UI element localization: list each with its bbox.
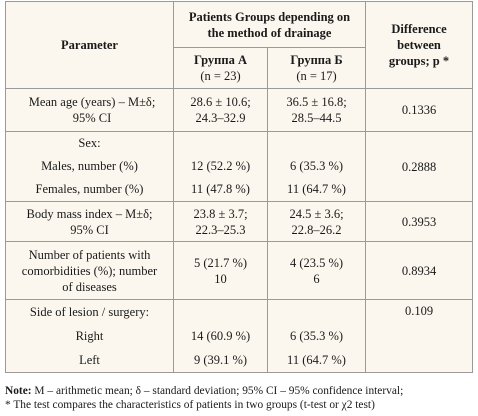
- table-notes: Note: M – arithmetic mean; δ – standard …: [5, 384, 475, 412]
- comorb-b-patients: 4 (23.5 %): [289, 255, 344, 270]
- side-label: Side of lesion / surgery:: [29, 305, 150, 319]
- table-row-side: Side of lesion / surgery: Right Left 14 …: [5, 299, 473, 373]
- table-row-comorbidities: Number of patients with comorbidities (%…: [5, 241, 473, 300]
- side-group-a: 14 (60.9 %) 9 (39.1 %): [173, 299, 268, 373]
- left-label: Left: [79, 353, 100, 367]
- age-a-ci: 24.3–32.9: [195, 111, 246, 125]
- age-group-b: 36.5 ± 16.8; 28.5–44.5: [267, 88, 366, 132]
- right-a: 14 (60.9 %): [190, 329, 251, 343]
- age-a-mean: 28.6 ± 10.6;: [190, 95, 251, 109]
- comorb-p-value: 0.8934: [365, 241, 473, 300]
- groups-header: Patients Groups depending on the method …: [173, 1, 366, 48]
- comorb-label: Number of patients with comorbidities (%…: [5, 241, 174, 300]
- note-label: Note:: [5, 385, 32, 397]
- females-a: 11 (47.8 %): [191, 182, 250, 196]
- sex-p-value: 0.2888: [365, 131, 473, 202]
- right-b: 6 (35.3 %): [289, 329, 344, 343]
- sex-group-b: 6 (35.3 %) 11 (64.7 %): [267, 131, 366, 202]
- males-b: 6 (35.3 %): [289, 159, 344, 173]
- header-row-2: Группа А (n = 23) Группа Б (n = 17): [6, 47, 473, 89]
- test-footnote: * The test compares the characteristics …: [5, 399, 375, 411]
- right-label: Right: [75, 329, 104, 343]
- comorb-group-b: 4 (23.5 %) 6: [267, 241, 366, 300]
- sex-label-cell: Sex: Males, number (%) Females, number (…: [5, 131, 174, 202]
- age-p-value: 0.1336: [365, 88, 473, 132]
- bmi-group-a: 23.8 ± 3.7; 22.3–25.3: [173, 201, 268, 242]
- side-group-b: 6 (35.3 %) 11 (64.7 %): [267, 299, 366, 373]
- bmi-b-mean: 24.5 ± 3.6;: [289, 206, 344, 221]
- bmi-label: Body mass index – M±δ; 95% CI: [5, 201, 174, 242]
- age-label-line-1: Mean age (years) – M±δ;: [28, 95, 156, 109]
- table-row-bmi: Body mass index – M±δ; 95% CI 23.8 ± 3.7…: [5, 201, 473, 242]
- bmi-label-line-1: Body mass index – M±δ;: [26, 206, 153, 221]
- table-row-age: Mean age (years) – M±δ; 95% CI 28.6 ± 10…: [5, 88, 473, 132]
- bmi-p-value: 0.3953: [365, 201, 473, 242]
- sex-group-a: 12 (52.2 %) 11 (47.8 %): [173, 131, 268, 202]
- bmi-a-ci: 22.3–25.3: [195, 222, 246, 237]
- comorb-label-line-2: comorbidities (%); number: [21, 263, 158, 278]
- group-a-n: (n = 23): [200, 69, 241, 83]
- parameter-header: Parameter: [5, 1, 174, 89]
- comorb-a-diseases: 10: [214, 271, 227, 286]
- age-label-line-2: 95% CI: [72, 111, 112, 125]
- left-b: 11 (64.7 %): [287, 353, 346, 367]
- note-line: Note: M – arithmetic mean; δ – standard …: [5, 384, 475, 398]
- table-row-sex: Sex: Males, number (%) Females, number (…: [5, 131, 473, 202]
- comorb-label-line-1: Number of patients with: [28, 247, 151, 262]
- comorb-a-patients: 5 (21.7 %): [193, 255, 248, 270]
- side-label-cell: Side of lesion / surgery: Right Left: [5, 299, 174, 373]
- difference-header: Difference between groups; p *: [365, 1, 473, 89]
- comorb-group-a: 5 (21.7 %) 10: [173, 241, 268, 300]
- group-b-header: Группа Б (n = 17): [267, 47, 366, 89]
- left-a: 9 (39.1 %): [193, 353, 248, 367]
- comorb-b-diseases: 6: [313, 271, 320, 286]
- females-label: Females, number (%): [35, 182, 144, 196]
- bmi-group-b: 24.5 ± 3.6; 22.8–26.2: [267, 201, 366, 242]
- group-b-name: Группа Б: [290, 53, 343, 67]
- age-b-mean: 36.5 ± 16.8;: [286, 95, 347, 109]
- side-p-value: 0.109: [365, 299, 473, 373]
- comparison-table: Parameter Patients Groups depending on t…: [5, 1, 473, 373]
- bmi-a-mean: 23.8 ± 3.7;: [193, 206, 248, 221]
- sex-label: Sex:: [78, 136, 101, 150]
- females-b: 11 (64.7 %): [287, 182, 346, 196]
- header-row-1: Parameter Patients Groups depending on t…: [5, 1, 473, 89]
- comorb-label-line-3: of diseases: [62, 279, 117, 294]
- group-a-name: Группа А: [193, 53, 247, 67]
- age-label: Mean age (years) – M±δ; 95% CI: [5, 88, 174, 132]
- age-b-ci: 28.5–44.5: [291, 111, 342, 125]
- bmi-label-line-2: 95% CI: [70, 222, 109, 237]
- males-label: Males, number (%): [41, 159, 138, 173]
- bmi-b-ci: 22.8–26.2: [291, 222, 342, 237]
- note-text: M – arithmetic mean; δ – standard deviat…: [31, 385, 404, 397]
- males-a: 12 (52.2 %): [190, 159, 251, 173]
- age-group-a: 28.6 ± 10.6; 24.3–32.9: [173, 88, 268, 132]
- group-a-header: Группа А (n = 23): [173, 47, 268, 89]
- group-b-n: (n = 17): [296, 69, 337, 83]
